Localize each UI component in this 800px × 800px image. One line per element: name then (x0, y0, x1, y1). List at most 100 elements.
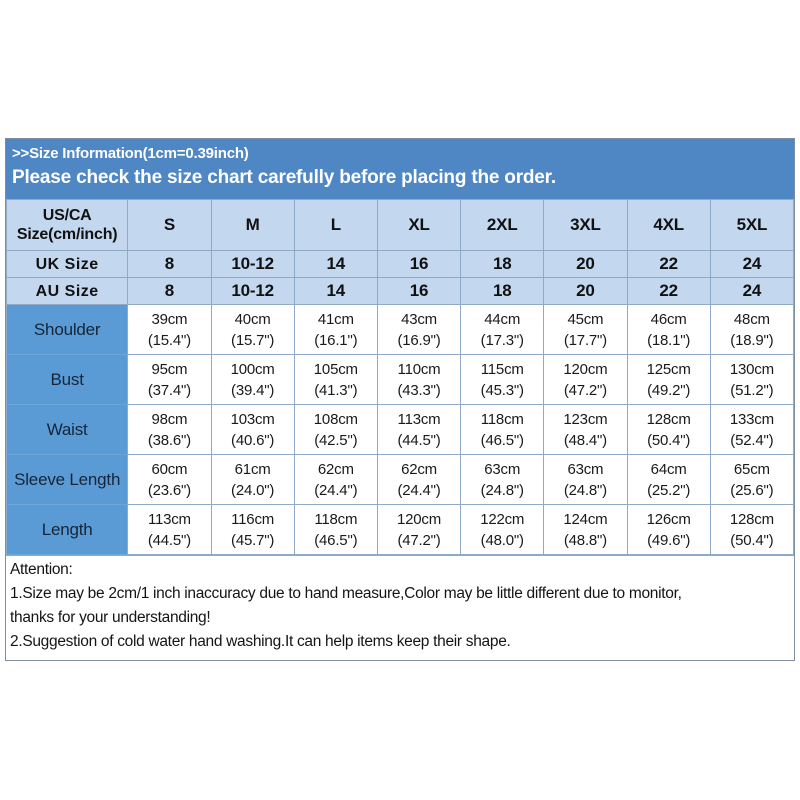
waist-2xl: 118cm (46.5") (460, 404, 545, 455)
sleeve-length-3xl-inch: (24.8") (563, 481, 607, 499)
length-l-cm: 118cm (314, 510, 358, 528)
bust-4xl: 125cm (49.2") (626, 354, 711, 405)
bust-3xl: 120cm (47.2") (543, 354, 628, 405)
length-l: 118cm (46.5") (293, 504, 378, 555)
uk-size-4xl: 22 (626, 250, 711, 278)
au-size-3xl: 20 (543, 277, 628, 305)
sleeve-length-s: 60cm (23.6") (127, 454, 212, 505)
row-label-shoulder: Shoulder (5, 304, 129, 355)
au-size-4xl: 22 (626, 277, 711, 305)
bust-xl-cm: 110cm (397, 360, 441, 378)
header-cell-size-s: S (127, 199, 212, 251)
bust-2xl: 115cm (45.3") (460, 354, 545, 405)
banner-size-information-title: >>Size Information(1cm=0.39inch) (12, 145, 249, 162)
row-label-bust: Bust (5, 354, 129, 405)
waist-s-inch: (38.6") (147, 431, 191, 449)
shoulder-xl-cm: 43cm (401, 310, 437, 328)
table-header-row-us-ca: US/CA Size(cm/inch) S M L XL 2XL 3XL 4XL… (5, 199, 795, 251)
sleeve-length-5xl: 65cm (25.6") (709, 454, 795, 505)
sleeve-length-s-inch: (23.6") (147, 481, 191, 499)
header-label-line1: US/CA (42, 207, 92, 224)
sleeve-length-m-cm: 61cm (234, 460, 271, 478)
header-cell-size-4xl: 4XL (626, 199, 711, 251)
bust-s-inch: (37.4") (147, 381, 191, 399)
waist-5xl-cm: 133cm (729, 410, 774, 428)
bust-m-inch: (39.4") (231, 381, 275, 399)
waist-xl-inch: (44.5") (397, 431, 441, 449)
au-size-2xl: 18 (460, 277, 545, 305)
waist-xl: 113cm (44.5") (376, 404, 462, 455)
length-4xl-cm: 126cm (646, 510, 691, 528)
attention-note-1-line-1: 1.Size may be 2cm/1 inch inaccuracy due … (10, 585, 682, 602)
waist-3xl: 123cm (48.4") (543, 404, 628, 455)
waist-4xl-cm: 128cm (646, 410, 691, 428)
shoulder-xl-inch: (16.9") (397, 331, 441, 349)
bust-2xl-inch: (45.3") (480, 381, 524, 399)
sleeve-length-4xl-cm: 64cm (650, 460, 687, 478)
shoulder-2xl-inch: (17.3") (480, 331, 524, 349)
length-5xl-inch: (50.4") (730, 531, 774, 549)
bust-4xl-cm: 125cm (646, 360, 691, 378)
bust-l-inch: (41.3") (314, 381, 358, 399)
length-2xl-inch: (48.0") (480, 531, 524, 549)
shoulder-4xl-inch: (18.1") (647, 331, 691, 349)
length-3xl-inch: (48.8") (563, 531, 607, 549)
table-row-au-size: AU Size 8 10-12 14 16 18 20 22 24 (5, 277, 795, 305)
table-row-length: Length 113cm (44.5") 116cm (45.7") 118cm… (5, 504, 795, 555)
waist-l: 108cm (42.5") (293, 404, 378, 455)
sleeve-length-5xl-cm: 65cm (733, 460, 770, 478)
bust-l: 105cm (41.3") (293, 354, 378, 405)
sleeve-length-m-inch: (24.0") (231, 481, 275, 499)
shoulder-s-inch: (15.4") (147, 331, 191, 349)
shoulder-3xl-cm: 45cm (567, 310, 604, 328)
uk-size-s: 8 (127, 250, 212, 278)
shoulder-4xl: 46cm (18.1") (626, 304, 711, 355)
uk-size-2xl: 18 (460, 250, 545, 278)
sleeve-length-4xl: 64cm (25.2") (626, 454, 711, 505)
bust-xl: 110cm (43.3") (376, 354, 462, 405)
waist-s: 98cm (38.6") (127, 404, 212, 455)
sleeve-length-l-cm: 62cm (317, 460, 354, 478)
attention-note-1-line-2: thanks for your understanding! (10, 609, 211, 626)
table-row-waist: Waist 98cm (38.6") 103cm (40.6") 108cm (… (5, 404, 795, 455)
shoulder-3xl-inch: (17.7") (563, 331, 607, 349)
table-row-uk-size: UK Size 8 10-12 14 16 18 20 22 24 (5, 250, 795, 278)
uk-size-l: 14 (293, 250, 378, 278)
sleeve-length-xl-cm: 62cm (401, 460, 437, 478)
au-size-s: 8 (127, 277, 212, 305)
au-size-xl: 16 (376, 277, 462, 305)
row-label-uk-size: UK Size (5, 250, 129, 278)
size-chart-table: US/CA Size(cm/inch) S M L XL 2XL 3XL 4XL… (5, 199, 795, 555)
waist-2xl-inch: (46.5") (480, 431, 524, 449)
uk-size-5xl: 24 (709, 250, 795, 278)
length-2xl-cm: 122cm (480, 510, 525, 528)
header-cell-size-m: M (210, 199, 295, 251)
waist-3xl-cm: 123cm (563, 410, 608, 428)
shoulder-s-cm: 39cm (151, 310, 188, 328)
waist-4xl-inch: (50.4") (647, 431, 691, 449)
header-cell-us-ca-size: US/CA Size(cm/inch) (5, 199, 129, 251)
table-row-shoulder: Shoulder 39cm (15.4") 40cm (15.7") 41cm … (5, 304, 795, 355)
bust-4xl-inch: (49.2") (647, 381, 691, 399)
shoulder-2xl-cm: 44cm (484, 310, 521, 328)
attention-section: Attention: 1.Size may be 2cm/1 inch inac… (6, 555, 794, 660)
length-2xl: 122cm (48.0") (460, 504, 545, 555)
length-xl-cm: 120cm (396, 510, 442, 528)
length-m-inch: (45.7") (231, 531, 275, 549)
waist-2xl-cm: 118cm (480, 410, 524, 428)
bust-3xl-cm: 120cm (563, 360, 608, 378)
waist-3xl-inch: (48.4") (563, 431, 607, 449)
length-4xl-inch: (49.6") (647, 531, 691, 549)
bust-s-cm: 95cm (151, 360, 188, 378)
header-cell-size-3xl: 3XL (543, 199, 628, 251)
length-xl-inch: (47.2") (397, 531, 441, 549)
length-m: 116cm (45.7") (210, 504, 295, 555)
row-label-sleeve-length: Sleeve Length (5, 454, 129, 505)
shoulder-s: 39cm (15.4") (127, 304, 212, 355)
uk-size-xl: 16 (376, 250, 462, 278)
length-3xl-cm: 124cm (563, 510, 608, 528)
au-size-m: 10-12 (210, 277, 295, 305)
waist-5xl-inch: (52.4") (730, 431, 774, 449)
length-l-inch: (46.5") (314, 531, 358, 549)
length-s-cm: 113cm (147, 510, 191, 528)
